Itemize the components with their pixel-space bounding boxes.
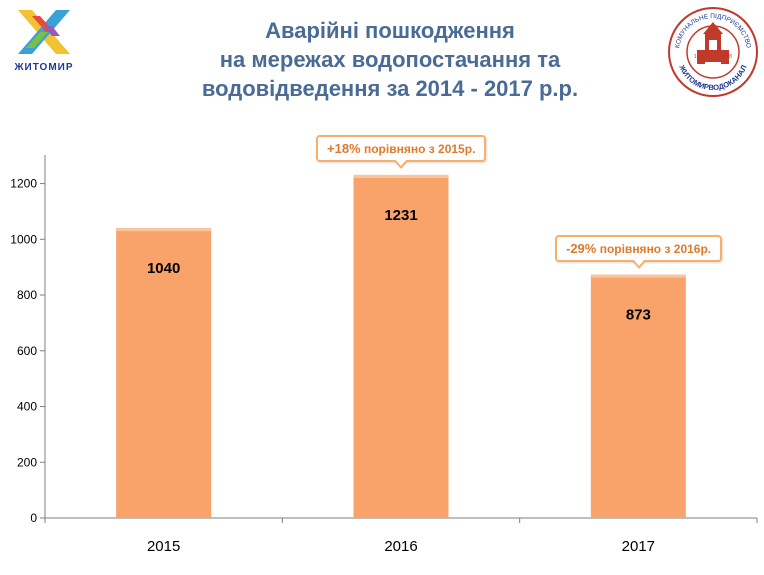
- bar-value-label: 873: [626, 307, 651, 324]
- bar-value-label: 1231: [384, 207, 417, 224]
- annotation-text: порівняно з 2015р.: [360, 142, 476, 156]
- y-tick-label: 400: [17, 400, 37, 414]
- bar-top-highlight: [116, 228, 212, 232]
- annotation-percent: +18%: [327, 141, 361, 156]
- title-line-1: Аварійні пошкодження: [265, 18, 515, 43]
- x-tick-label: 2017: [622, 538, 655, 555]
- y-tick-label: 1000: [10, 232, 37, 246]
- city-emblem-icon: [18, 10, 70, 54]
- seal-year-right: 9 8: [725, 54, 732, 60]
- city-name: ЖИТОМИР: [14, 62, 74, 73]
- annotation-percent: -29%: [566, 241, 597, 256]
- title-line-3: водовідведення за 2014 - 2017 р.р.: [201, 76, 579, 101]
- bar: [353, 174, 449, 519]
- bar-top-highlight: [590, 274, 686, 278]
- x-tick-label: 2016: [384, 538, 417, 555]
- x-tick-label: 2015: [147, 538, 180, 555]
- bar: [116, 228, 212, 519]
- annotation-callout: +18% порівняно з 2015р.: [316, 135, 487, 169]
- y-tick-label: 600: [17, 344, 37, 358]
- bar-value-label: 1040: [147, 260, 180, 277]
- y-tick-label: 1200: [10, 177, 37, 191]
- annotation-text: порівняно з 2016р.: [596, 242, 712, 256]
- bar: [590, 274, 686, 518]
- page-title: Аварійні пошкодження на мережах водопост…: [130, 16, 650, 103]
- y-tick-label: 800: [17, 288, 37, 302]
- title-line-2: на мережах водопостачання та: [219, 47, 561, 72]
- y-tick-label: 0: [30, 511, 37, 525]
- company-seal-icon: КОМУНАЛЬНЕ ПІДПРИЄМСТВО ЖИТОМИРВОДОКАНАЛ…: [668, 7, 758, 97]
- bar-top-highlight: [353, 174, 449, 178]
- city-logo: ЖИТОМИР: [6, 6, 82, 76]
- annotation-callout: -29% порівняно з 2016р.: [555, 235, 723, 269]
- y-tick-label: 200: [17, 455, 37, 469]
- company-logo: КОМУНАЛЬНЕ ПІДПРИЄМСТВО ЖИТОМИРВОДОКАНАЛ…: [667, 6, 759, 98]
- seal-year-left: 1 8: [694, 54, 701, 60]
